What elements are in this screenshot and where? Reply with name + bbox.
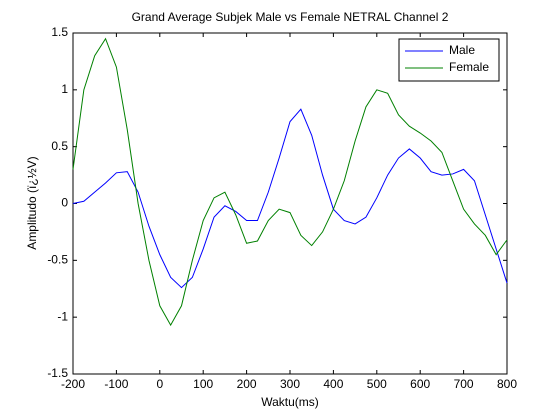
x-tick-label: -100 [104, 377, 128, 391]
x-tick-label: 0 [156, 377, 163, 391]
y-tick-label: 0.5 [51, 139, 68, 153]
x-tick-label: 100 [193, 377, 213, 391]
x-tick-label: 700 [454, 377, 474, 391]
line-series [72, 108, 508, 289]
x-tick-label: 800 [497, 377, 517, 391]
x-tick-label: 600 [410, 377, 430, 391]
line-series [72, 37, 508, 327]
x-tick-label: 500 [367, 377, 387, 391]
plot-area [72, 32, 508, 375]
y-axis-label: Amplitudo (ï¿½V) [25, 156, 39, 249]
y-tick-label: 1.5 [51, 25, 68, 39]
legend-box [398, 38, 500, 82]
y-tick-label: 1 [61, 82, 68, 96]
legend-label: Female [449, 60, 489, 74]
y-tick-label: 0 [61, 196, 68, 210]
chart-title: Grand Average Subjek Male vs Female NETR… [132, 10, 449, 24]
legend-label: Male [449, 43, 475, 57]
x-tick-label: 300 [280, 377, 300, 391]
x-tick-label: 200 [237, 377, 257, 391]
x-axis-label: Waktu(ms) [261, 395, 319, 409]
y-tick-label: -0.5 [47, 253, 68, 267]
x-tick-label: 400 [323, 377, 343, 391]
x-tick-label: -200 [61, 377, 85, 391]
y-tick-label: -1.5 [47, 366, 68, 380]
y-tick-label: -1 [57, 309, 68, 323]
